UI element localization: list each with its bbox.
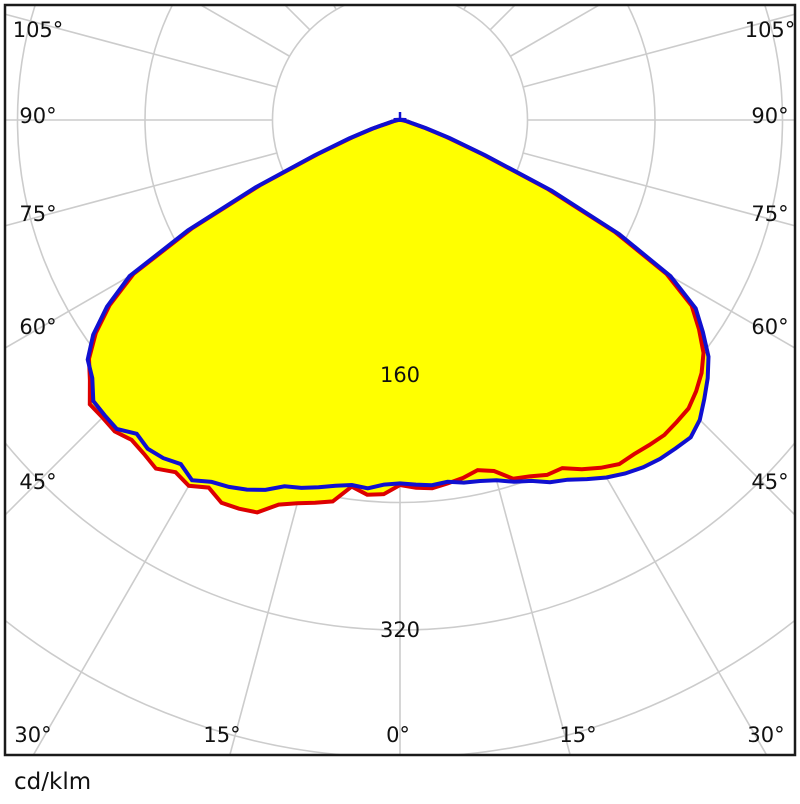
intensity-fill-region [87,119,709,513]
grid-spoke [522,13,795,88]
angle-label-right: 45° [751,470,788,494]
unit-label: cd/klm [14,769,91,795]
angle-label-right: 105° [745,18,796,42]
angle-label-bottom: 30° [747,723,784,747]
grid-spoke [5,152,278,227]
angle-label-left: 90° [19,104,56,128]
plot-border [3,3,797,757]
angle-label-left: 75° [19,202,56,226]
angle-label-bottom: 30° [14,723,51,747]
angle-label-bottom: 0° [386,723,410,747]
angle-label-right: 90° [751,104,788,128]
grid-spoke [5,13,278,88]
angle-label-left: 60° [19,315,56,339]
radial-value-label: 320 [380,618,420,642]
angle-label-bottom: 15° [203,723,240,747]
angle-label-right: 60° [751,315,788,339]
radial-value-label: 160 [380,363,420,387]
angle-label-left: 105° [13,18,64,42]
angle-label-right: 75° [751,202,788,226]
grid-spoke [522,152,795,227]
intensity-curves [85,112,711,515]
angle-label-left: 45° [19,470,56,494]
blue-curve [85,117,711,492]
angle-label-bottom: 15° [559,723,596,747]
axis-labels: 105° 90° 75° 60° 45° 105° 90° 75° 60° 45° 30° 15° 0°… [13,18,796,747]
fill-blue [87,119,709,490]
